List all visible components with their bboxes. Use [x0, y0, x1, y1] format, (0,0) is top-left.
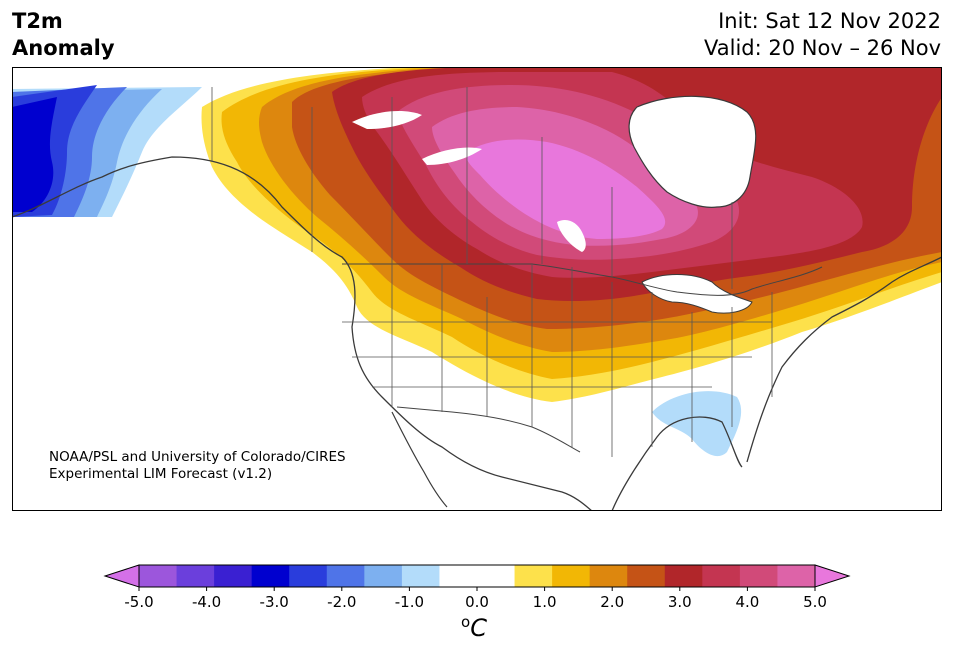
hudson-bay — [628, 95, 757, 208]
colorbar-box — [251, 565, 290, 587]
colorbar-tick-label: 5.0 — [803, 593, 827, 611]
degree-sign: o — [461, 613, 471, 631]
baja — [391, 411, 448, 508]
colorbar-box — [702, 565, 741, 587]
credit-text: NOAA/PSL and University of Colorado/CIRE… — [49, 449, 346, 483]
colorbar-tick-label: 1.0 — [533, 593, 557, 611]
credit-line-2: Experimental LIM Forecast (v1.2) — [49, 466, 273, 482]
colorbar-tick-label: 3.0 — [668, 593, 692, 611]
init-date: Init: Sat 12 Nov 2022 — [718, 9, 941, 33]
colorbar-under-arrow — [103, 564, 140, 588]
colorbar-tick-label: -3.0 — [260, 593, 289, 611]
credit-line-1: NOAA/PSL and University of Colorado/CIRE… — [49, 449, 346, 465]
colorbar-box — [739, 565, 778, 587]
colorbar-unit: oC — [461, 613, 487, 642]
colorbar-boxes — [103, 564, 851, 588]
colorbar-tick-label: -5.0 — [124, 593, 153, 611]
colorbar-box — [214, 565, 253, 587]
colorbar-box — [326, 565, 365, 587]
province-borders — [211, 87, 733, 289]
warm-9 — [466, 139, 666, 239]
us-mexico-border — [396, 406, 581, 453]
valid-range: Valid: 20 Nov – 26 Nov — [704, 36, 941, 60]
colorbar-box — [439, 565, 478, 587]
alaska-cold-5 — [12, 97, 57, 212]
colorbar-box — [477, 565, 516, 587]
colorbar-box — [589, 565, 628, 587]
coastline — [12, 156, 942, 511]
us-canada-border — [342, 263, 823, 296]
southeast-cool — [652, 391, 742, 457]
colorbar-box — [514, 565, 553, 587]
colorbar-box — [364, 565, 403, 587]
unit-label: C — [470, 614, 487, 642]
colorbar-tick-label: -4.0 — [192, 593, 221, 611]
colorbar-box — [627, 565, 666, 587]
variable-title: T2m — [12, 9, 63, 33]
map-frame — [12, 67, 942, 511]
colorbar: -5.0 -4.0 -3.0 -2.0 -1.0 0.0 1.0 2.0 3.0 4.0 5.0 — [103, 564, 851, 611]
colorbar-over-arrow — [814, 564, 851, 588]
colorbar-box — [401, 565, 440, 587]
colorbar-tick-label: 2.0 — [600, 593, 624, 611]
title-left: T2m Anomaly — [12, 8, 115, 62]
lake-patch-3 — [557, 220, 586, 252]
state-borders — [342, 264, 773, 457]
lake-patch-1 — [352, 111, 422, 129]
colorbar-tick-label: 4.0 — [735, 593, 759, 611]
colorbar-box — [664, 565, 703, 587]
colorbar-tick-label: -1.0 — [395, 593, 424, 611]
colorbar-box — [289, 565, 328, 587]
colorbar-box — [176, 565, 215, 587]
colorbar-tick-label: -2.0 — [327, 593, 356, 611]
colorbar-box — [139, 565, 178, 587]
colorbar-ticks: -5.0 -4.0 -3.0 -2.0 -1.0 0.0 1.0 2.0 3.0 4.0 5.0 — [124, 587, 827, 611]
variable-subtitle: Anomaly — [12, 36, 115, 60]
colorbar-box — [552, 565, 591, 587]
colorbar-tick-label: 0.0 — [465, 593, 489, 611]
title-right: Init: Sat 12 Nov 2022 Valid: 20 Nov – 26… — [704, 8, 941, 62]
anomaly-map — [12, 67, 942, 511]
colorbar-box — [777, 565, 816, 587]
